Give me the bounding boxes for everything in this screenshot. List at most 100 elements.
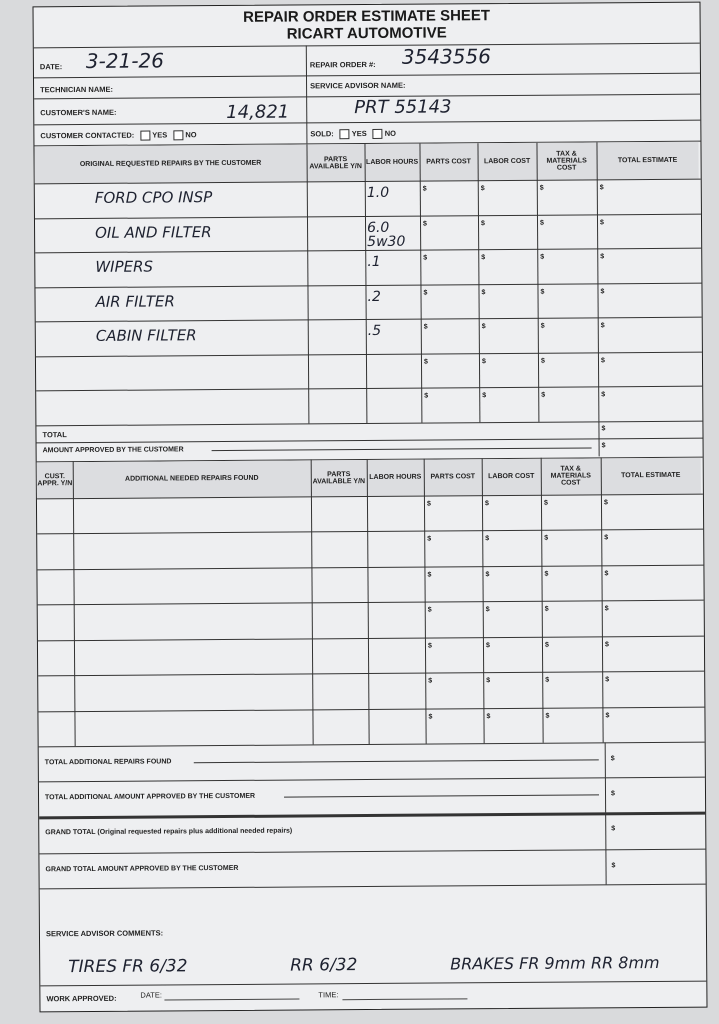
currency-symbol: $: [423, 358, 428, 366]
yes-label: YES: [351, 129, 367, 139]
customer-name-label: CUSTOMER'S NAME:: [40, 107, 117, 118]
column-divider: [605, 849, 607, 885]
currency-symbol: $: [481, 254, 486, 262]
column-divider: [605, 812, 607, 850]
currency-symbol: $: [422, 220, 427, 228]
sold-yes-checkbox[interactable]: [339, 129, 350, 140]
currency-symbol: $: [544, 534, 549, 542]
sold-no-checkbox[interactable]: [372, 128, 383, 139]
customer-name-value-right[interactable]: PRT 55143: [354, 96, 452, 119]
arrow-line: [284, 794, 600, 798]
repair-description[interactable]: WIPERS: [95, 257, 154, 276]
labor-hours[interactable]: 1.0: [366, 184, 390, 202]
repair-description[interactable]: AIR FILTER: [95, 291, 175, 311]
labor-hours[interactable]: 6.0 5w30: [366, 219, 406, 250]
currency-symbol: $: [610, 755, 615, 763]
currency-symbol: $: [541, 391, 546, 399]
column-header: TAX & MATERIALS COST: [546, 150, 587, 172]
currency-symbol: $: [600, 287, 605, 295]
arrow-line: [211, 446, 592, 451]
repair-description[interactable]: CABIN FILTER: [95, 326, 197, 345]
currency-symbol: $: [611, 862, 616, 870]
currency-symbol: $: [480, 219, 485, 227]
currency-symbol: $: [427, 642, 432, 650]
column-header: TAX & MATERIALS COST: [550, 465, 591, 487]
currency-symbol: $: [544, 570, 549, 578]
grand-total-approved-label: GRAND TOTAL AMOUNT APPROVED BY THE CUSTO…: [45, 864, 239, 874]
column-divider: [604, 777, 607, 813]
currency-symbol: $: [427, 606, 432, 614]
customer-name-value[interactable]: 14,821: [226, 101, 290, 123]
currency-symbol: $: [540, 288, 545, 296]
column-header: LABOR HOURS: [366, 158, 419, 167]
column-header: LABOR HOURS: [369, 473, 422, 482]
currency-symbol: $: [481, 357, 486, 365]
total-additional-label: TOTAL ADDITIONAL REPAIRS FOUND: [44, 758, 172, 767]
currency-symbol: $: [604, 569, 609, 577]
column-header: PARTS AVAILABLE Y/N: [309, 155, 362, 170]
currency-symbol: $: [423, 254, 428, 262]
currency-symbol: $: [604, 534, 609, 542]
currency-symbol: $: [427, 571, 432, 579]
labor-hours[interactable]: .5: [367, 322, 382, 340]
currency-symbol: $: [545, 676, 550, 684]
total-label: TOTAL: [42, 429, 67, 439]
repair-description[interactable]: OIL AND FILTER: [95, 222, 212, 242]
currency-symbol: $: [485, 606, 490, 614]
currency-symbol: $: [422, 185, 427, 193]
column-header: LABOR COST: [483, 157, 531, 166]
comment-tires[interactable]: TIRES FR 6/32: [68, 956, 188, 978]
footer-date-field[interactable]: [164, 998, 300, 1001]
currency-symbol: $: [600, 356, 605, 364]
currency-symbol: $: [540, 253, 545, 261]
work-approved-label: WORK APPROVED:: [46, 993, 117, 1004]
technician-label: TECHNICIAN NAME:: [40, 84, 114, 95]
currency-symbol: $: [604, 605, 609, 613]
currency-symbol: $: [480, 185, 485, 193]
column-divider: [306, 144, 310, 423]
currency-symbol: $: [610, 790, 615, 798]
comment-brakes[interactable]: BRAKES FR 9mm RR 8mm: [450, 952, 660, 974]
currency-symbol: $: [544, 605, 549, 613]
repair-order-label: REPAIR ORDER #:: [309, 59, 376, 70]
column-header: PARTS AVAILABLE Y/N: [312, 470, 366, 485]
contacted-no-checkbox[interactable]: [173, 130, 184, 141]
currency-symbol: $: [599, 218, 604, 226]
footer-date-label: DATE:: [140, 990, 162, 1000]
currency-symbol: $: [604, 640, 609, 648]
contacted-yes-checkbox[interactable]: [140, 130, 151, 141]
currency-symbol: $: [485, 641, 490, 649]
currency-symbol: $: [424, 392, 429, 400]
footer-time-label: TIME:: [318, 990, 339, 1000]
footer-time-field[interactable]: [342, 998, 468, 1001]
comment-rr[interactable]: RR 6/32: [290, 955, 358, 976]
currency-symbol: $: [605, 711, 610, 719]
column-header: ADDITIONAL NEEDED REPAIRS FOUND: [125, 474, 259, 483]
currency-symbol: $: [599, 184, 604, 192]
repair-order-value[interactable]: 3543556: [401, 44, 492, 69]
currency-symbol: $: [486, 712, 491, 720]
currency-symbol: $: [600, 322, 605, 330]
currency-symbol: $: [540, 357, 545, 365]
currency-symbol: $: [485, 535, 490, 543]
currency-symbol: $: [484, 499, 489, 507]
currency-symbol: $: [482, 392, 487, 400]
repair-order-sheet: REPAIR ORDER ESTIMATE SHEET RICART AUTOM…: [32, 1, 708, 1013]
currency-symbol: $: [428, 713, 433, 721]
currency-symbol: $: [539, 219, 544, 227]
currency-symbol: $: [540, 322, 545, 330]
repair-description[interactable]: FORD CPO INSP: [94, 188, 213, 207]
column-divider: [598, 420, 600, 456]
column-header: PARTS COST: [430, 473, 476, 481]
currency-symbol: $: [428, 677, 433, 685]
no-label: NO: [384, 128, 397, 138]
labor-hours[interactable]: .2: [367, 288, 381, 305]
comments-label: SERVICE ADVISOR COMMENTS:: [45, 928, 164, 939]
arrow-line: [193, 759, 599, 764]
currency-symbol: $: [601, 441, 606, 449]
sold-label: SOLD:: [310, 129, 334, 139]
currency-symbol: $: [486, 677, 491, 685]
date-value[interactable]: 3-21-26: [85, 48, 165, 73]
currency-symbol: $: [601, 391, 606, 399]
labor-hours[interactable]: .1: [367, 253, 381, 271]
